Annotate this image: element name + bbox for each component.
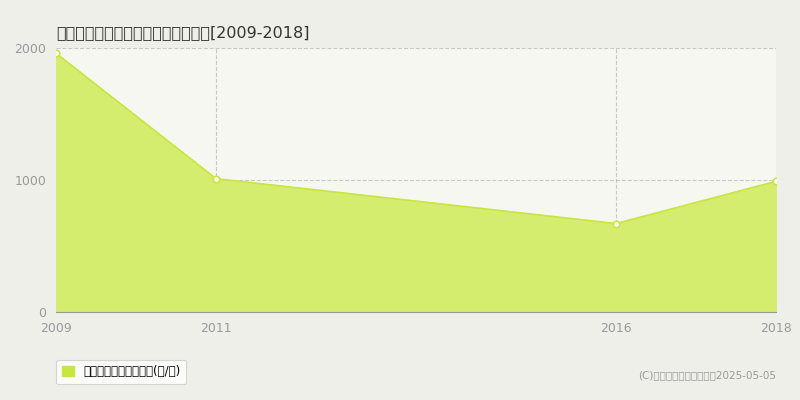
Point [210,176,222,182]
Text: たつの市捨西町笹原　林地価格推移[2009-2018]: たつの市捨西町笹原 林地価格推移[2009-2018] [56,25,310,40]
Point [50,50,62,56]
Point [610,220,622,227]
Text: (C)土地価格ドットコム　2025-05-05: (C)土地価格ドットコム 2025-05-05 [638,370,776,380]
Legend: 林地価格　平均坪単価(円/坪): 林地価格 平均坪単価(円/坪) [56,360,186,384]
Point [770,178,782,184]
